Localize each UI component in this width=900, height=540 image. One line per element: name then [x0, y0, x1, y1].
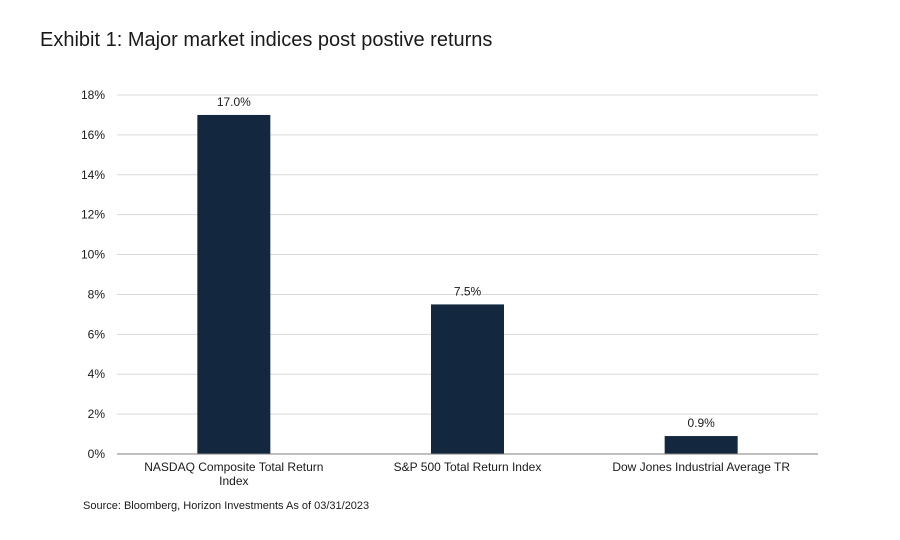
data-label: 0.9% [687, 416, 715, 430]
y-axis-tick-labels: 0% 2% 4% 6% 8% 10% 12% 14% 16% 18% [81, 88, 105, 461]
y-tick-label: 16% [81, 128, 105, 142]
bar [431, 304, 504, 454]
y-tick-label: 18% [81, 88, 105, 102]
data-labels: 17.0% 7.5% 0.9% [217, 95, 715, 430]
y-tick-label: 12% [81, 208, 105, 222]
y-tick-label: 14% [81, 168, 105, 182]
y-tick-label: 10% [81, 248, 105, 262]
bars [197, 114, 738, 454]
x-tick-label: NASDAQ Composite Total Return [144, 460, 323, 474]
x-tick-label: Dow Jones Industrial Average TR [612, 460, 790, 474]
y-tick-label: 6% [88, 327, 106, 341]
x-tick-label: S&P 500 Total Return Index [394, 460, 542, 474]
source-note: Source: Bloomberg, Horizon Investments A… [83, 500, 370, 512]
data-label: 17.0% [217, 95, 251, 109]
bar [664, 436, 738, 454]
data-label: 7.5% [454, 284, 482, 298]
x-tick-label: Index [219, 474, 248, 488]
chart-title: Exhibit 1: Major market indices post pos… [40, 29, 493, 51]
y-tick-label: 2% [88, 407, 106, 421]
bar [197, 114, 271, 454]
y-tick-label: 8% [88, 287, 106, 301]
y-tick-label: 0% [88, 447, 106, 461]
y-tick-label: 4% [88, 367, 106, 381]
